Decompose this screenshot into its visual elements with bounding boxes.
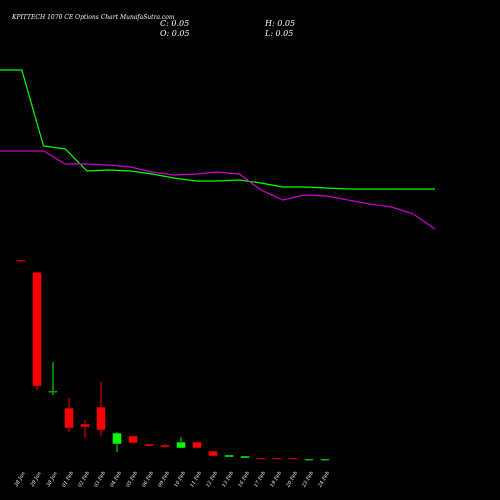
candle-body	[144, 443, 154, 447]
candle-body	[160, 444, 170, 448]
low-label: L: 0.05	[264, 29, 293, 38]
candle-body	[96, 406, 106, 431]
close-label: C: 0.05	[160, 19, 189, 28]
candle-body	[64, 407, 74, 429]
candle-body	[176, 441, 186, 449]
candle-body	[304, 458, 314, 461]
candle-body	[256, 457, 266, 460]
candle-body	[80, 423, 90, 428]
candle-body	[288, 457, 298, 460]
candle-body	[272, 457, 282, 460]
indicator-line	[0, 69, 435, 190]
candle-body	[16, 259, 26, 262]
candle-body	[32, 271, 42, 387]
candle-body	[192, 441, 202, 449]
open-label: O: 0.05	[160, 29, 190, 38]
candle-body	[208, 450, 218, 457]
candle-body	[320, 458, 330, 461]
candle-body	[48, 390, 58, 393]
indicator-line	[0, 150, 436, 230]
candle-body	[112, 432, 122, 445]
high-label: H: 0.05	[264, 19, 295, 28]
candle-body	[240, 455, 250, 459]
candle-body	[128, 435, 138, 444]
candle-body	[224, 454, 234, 458]
chart-title: KPITTECH 1070 CE Options Chart MunafaSut…	[11, 14, 175, 21]
